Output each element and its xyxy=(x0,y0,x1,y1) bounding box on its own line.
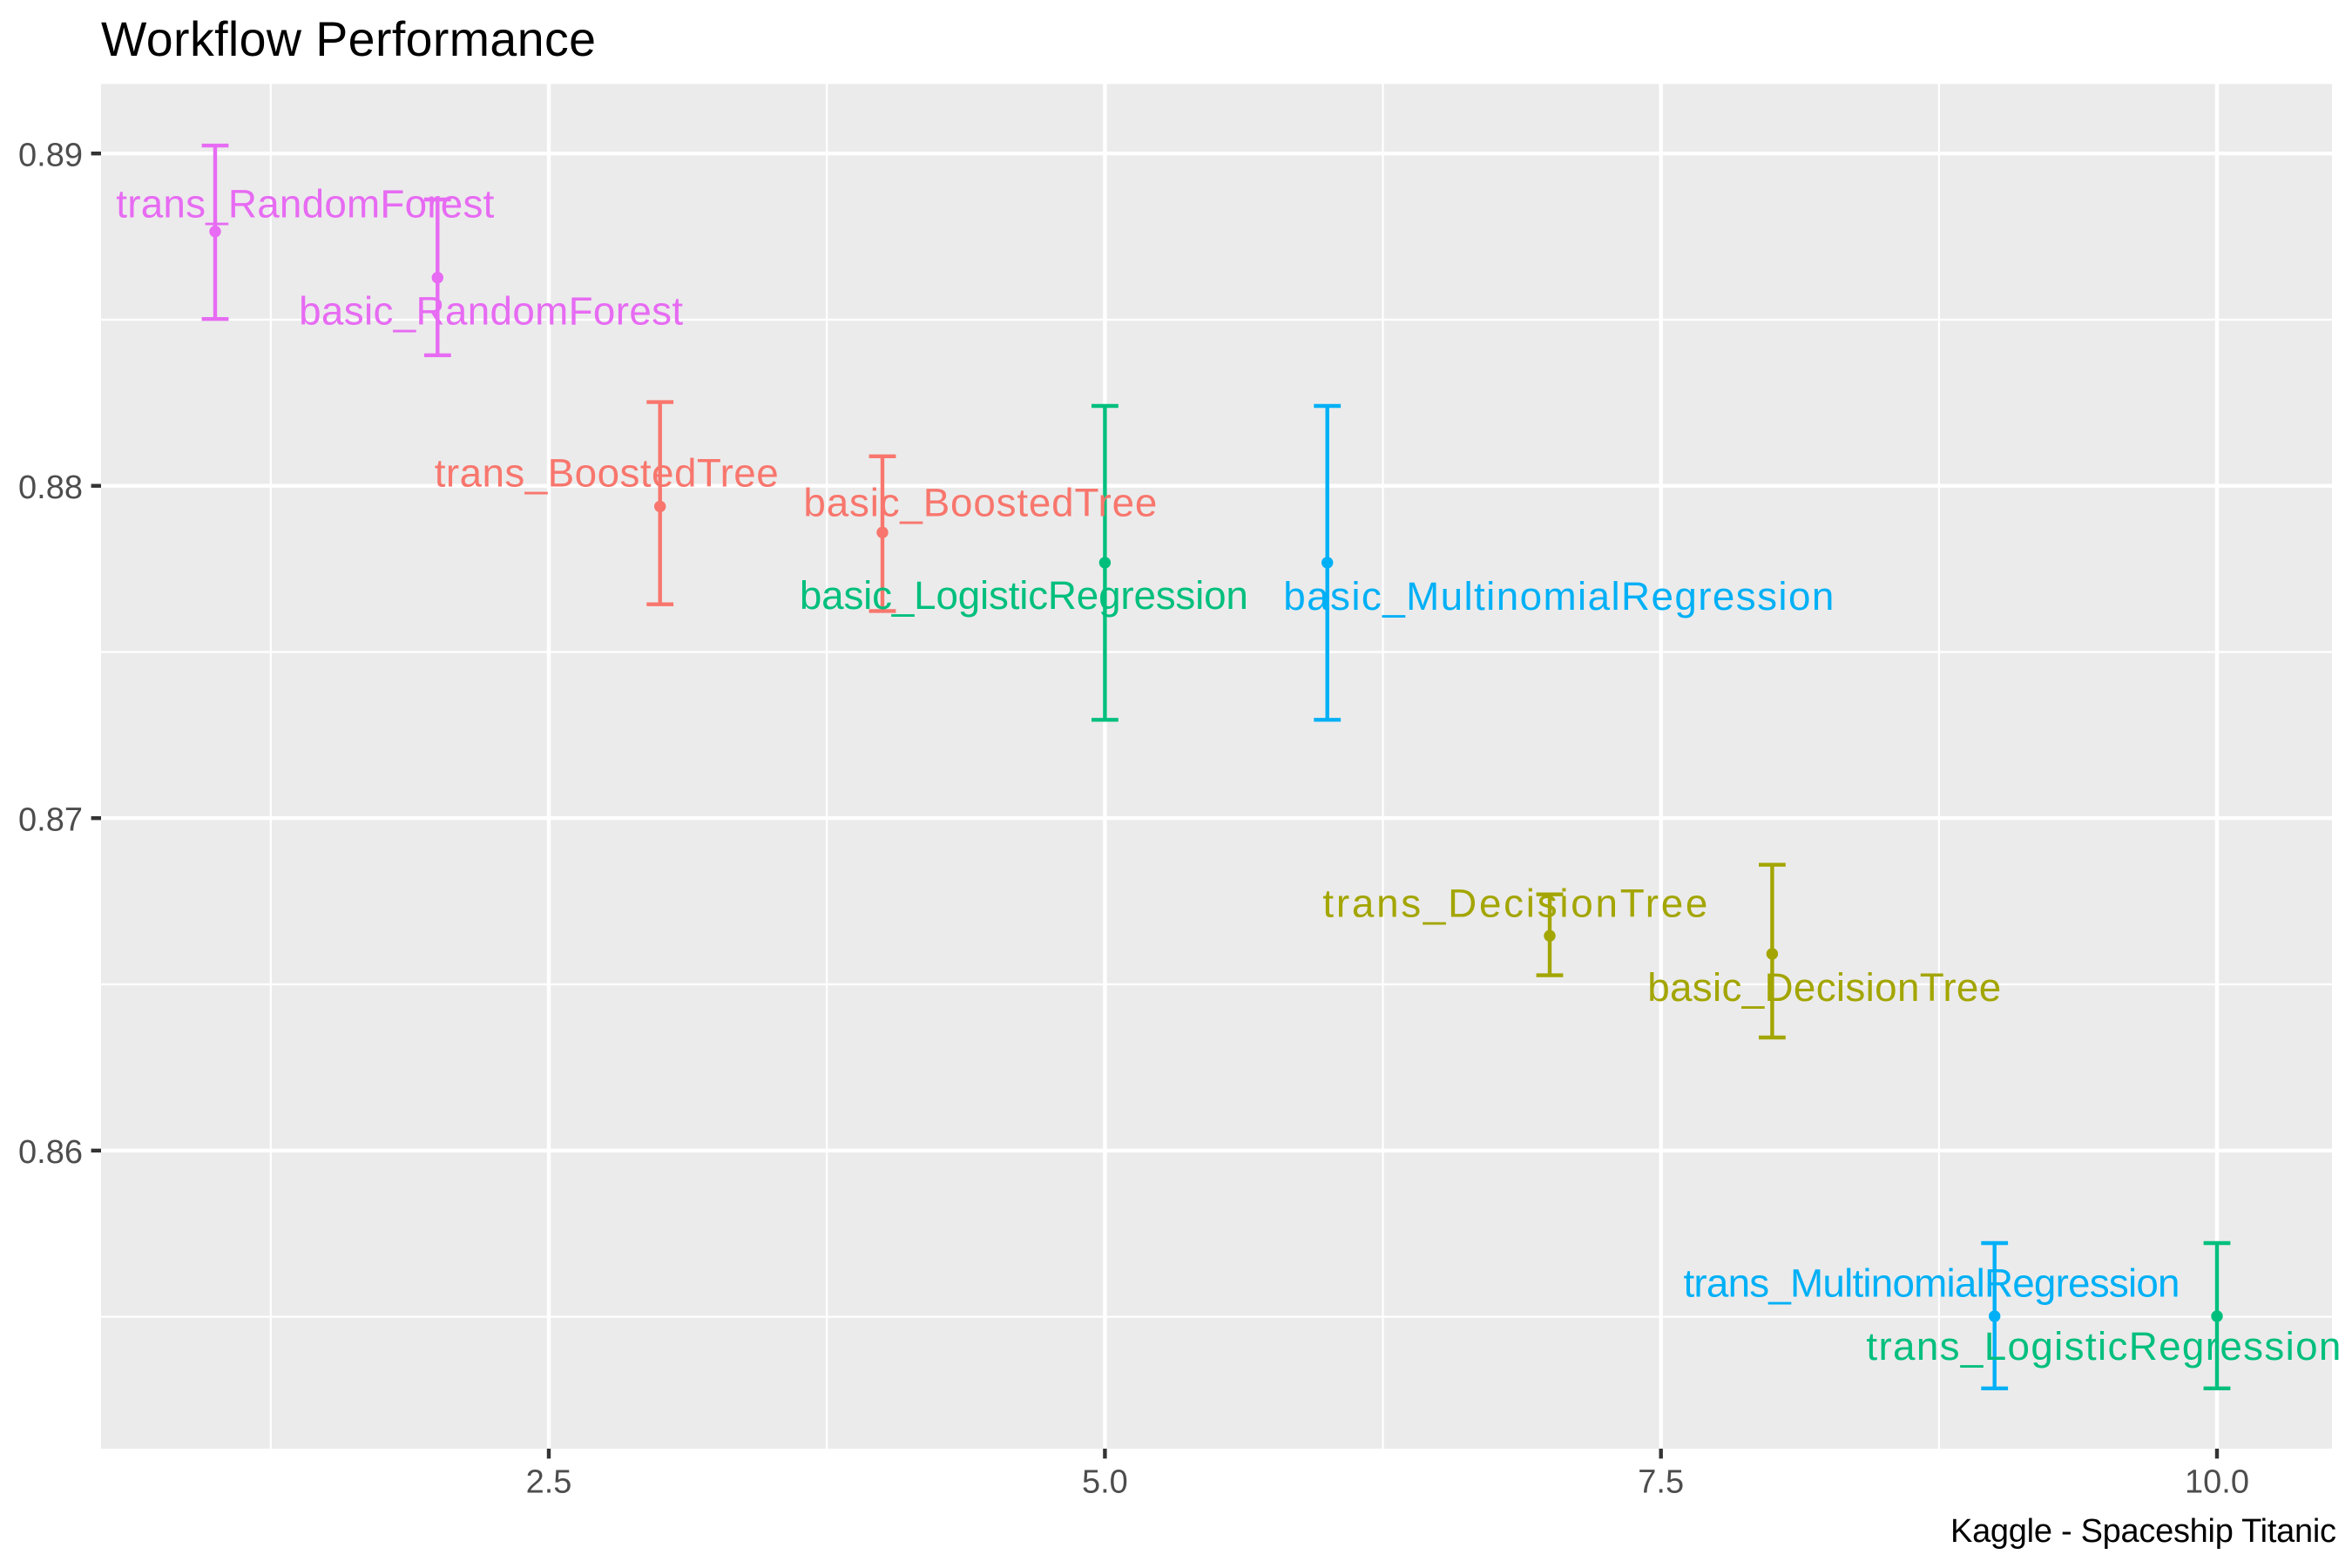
svg-text:trans_DecisionTree: trans_DecisionTree xyxy=(1322,881,1707,925)
svg-text:0.87: 0.87 xyxy=(18,802,83,839)
svg-text:basic_RandomForest: basic_RandomForest xyxy=(299,289,683,334)
svg-text:trans_BoostedTree: trans_BoostedTree xyxy=(435,450,779,495)
svg-text:Kaggle - Spaceship Titanic: Kaggle - Spaceship Titanic xyxy=(1950,1513,2336,1550)
svg-text:5.0: 5.0 xyxy=(1082,1464,1128,1501)
svg-text:Workflow Performance: Workflow Performance xyxy=(101,12,596,66)
svg-text:2.5: 2.5 xyxy=(526,1464,572,1501)
svg-text:0.86: 0.86 xyxy=(18,1134,83,1171)
svg-text:7.5: 7.5 xyxy=(1638,1464,1684,1501)
svg-text:trans_RandomForest: trans_RandomForest xyxy=(116,182,494,226)
svg-text:0.89: 0.89 xyxy=(18,138,83,174)
svg-text:basic_MultinomialRegression: basic_MultinomialRegression xyxy=(1283,574,1834,618)
svg-text:trans_MultinomialRegression: trans_MultinomialRegression xyxy=(1684,1261,2180,1306)
svg-text:trans_LogisticRegression: trans_LogisticRegression xyxy=(1866,1324,2341,1369)
svg-text:10.0: 10.0 xyxy=(2185,1464,2249,1501)
svg-text:basic_LogisticRegression: basic_LogisticRegression xyxy=(800,573,1248,618)
svg-text:0.88: 0.88 xyxy=(18,470,83,506)
svg-text:basic_BoostedTree: basic_BoostedTree xyxy=(803,480,1157,524)
svg-text:basic_DecisionTree: basic_DecisionTree xyxy=(1647,965,2001,1010)
